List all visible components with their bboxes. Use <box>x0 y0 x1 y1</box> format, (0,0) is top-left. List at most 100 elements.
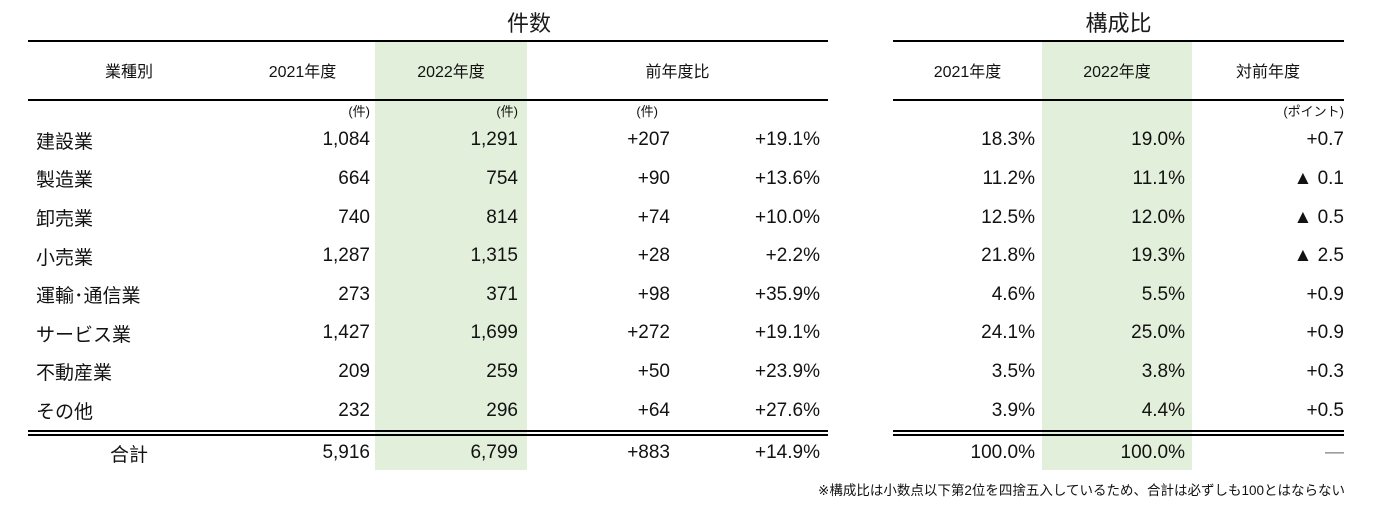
col-header-vs-prev: 対前年度 <box>1235 63 1300 81</box>
col-header-2022-kensu: 2022年度 <box>417 63 485 81</box>
share-diff-points: +0.9 <box>1306 322 1344 344</box>
value-yoy-pct: +23.9% <box>755 360 820 382</box>
value-yoy-pct: +2.2% <box>765 245 820 267</box>
share-2021: 11.2% <box>982 167 1035 189</box>
kosei-header-row: 2021年度 2022年度 対前年度 <box>893 40 1344 99</box>
section-title-kensu: 件数 <box>506 11 551 36</box>
table-row: 3.9% 4.4% +0.5 <box>893 391 1344 430</box>
industry-label: 建設業 <box>36 131 94 153</box>
value-yoy-pct: +35.9% <box>755 283 820 305</box>
kensu-top-rule <box>28 40 828 42</box>
value-yoy-diff: +28 <box>637 245 670 267</box>
value-yoy-diff: +74 <box>637 206 670 228</box>
kosei-top-rule <box>893 40 1344 42</box>
value-yoy-pct: +13.6% <box>755 167 820 189</box>
total-yoy-diff: +883 <box>627 442 670 463</box>
value-2021: 1,084 <box>322 129 370 151</box>
kensu-table-body: 建設業 1,084 1,291 +207 +19.1% 製造業 664 754 … <box>28 121 828 430</box>
value-2022: 754 <box>486 167 518 189</box>
share-diff-points: +0.9 <box>1306 283 1344 305</box>
total-label: 合計 <box>109 444 148 466</box>
value-yoy-pct: +19.1% <box>755 129 820 151</box>
industry-label: 小売業 <box>36 247 94 269</box>
kosei-total-row: 100.0% 100.0% — <box>893 436 1344 470</box>
unit-label: (件) <box>636 104 658 119</box>
unit-label: (件) <box>496 104 518 119</box>
total-share-2022: 100.0% <box>1120 442 1185 463</box>
unit-label: (ポイント) <box>1283 104 1344 119</box>
value-2021: 1,427 <box>322 322 370 344</box>
share-2022: 5.5% <box>1141 283 1185 305</box>
table-row: 18.3% 19.0% +0.7 <box>893 121 1344 160</box>
highlight-2022-column-kensu <box>375 41 527 470</box>
table-row: 小売業 1,287 1,315 +28 +2.2% <box>28 237 828 276</box>
value-yoy-diff: +207 <box>627 129 670 151</box>
share-2021: 4.6% <box>991 283 1035 305</box>
col-header-yoy: 前年度比 <box>645 63 710 81</box>
total-yoy-pct: +14.9% <box>755 442 820 463</box>
value-2022: 1,699 <box>470 322 518 344</box>
table-row: その他 232 296 +64 +27.6% <box>28 391 828 430</box>
col-header-2021-kosei: 2021年度 <box>933 63 1002 81</box>
table-row: 12.5% 12.0% ▲ 0.5 <box>893 198 1344 237</box>
kosei-header-rule <box>893 99 1344 101</box>
table-row: 24.1% 25.0% +0.9 <box>893 314 1344 353</box>
kosei-total-double-rule <box>893 430 1344 436</box>
share-2022: 25.0% <box>1131 322 1185 344</box>
value-2021: 273 <box>338 283 370 305</box>
value-yoy-diff: +50 <box>637 360 670 382</box>
total-2022: 6,799 <box>470 442 518 463</box>
total-share-diff-dash: — <box>1325 442 1344 463</box>
industry-label: サービス業 <box>36 324 132 346</box>
kensu-header-row: 業種別 2021年度 2022年度 前年度比 <box>28 40 828 99</box>
value-2021: 232 <box>338 399 370 421</box>
industry-label: 不動産業 <box>36 363 113 385</box>
kensu-header-rule <box>28 99 828 101</box>
value-2021: 209 <box>338 360 370 382</box>
value-yoy-diff: +90 <box>637 167 670 189</box>
value-yoy-pct: +27.6% <box>755 399 820 421</box>
share-2021: 24.1% <box>981 322 1035 344</box>
table-row: 4.6% 5.5% +0.9 <box>893 275 1344 314</box>
share-diff-points: ▲ 0.1 <box>1293 167 1345 189</box>
share-2022: 19.0% <box>1131 129 1185 151</box>
value-2022: 296 <box>486 399 518 421</box>
table-row: 運輸･通信業 273 371 +98 +35.9% <box>28 275 828 314</box>
total-share-2021: 100.0% <box>970 442 1035 463</box>
industry-label: その他 <box>36 402 94 424</box>
value-2022: 371 <box>486 283 518 305</box>
share-diff-points: +0.3 <box>1306 360 1344 382</box>
table-row: 不動産業 209 259 +50 +23.9% <box>28 353 828 392</box>
highlight-2022-column-kosei <box>1042 41 1192 470</box>
table-row: 3.5% 3.8% +0.3 <box>893 353 1344 392</box>
footnote: ※構成比は小数点以下第2位を四捨五入しているため、合計は必ずしも100とはならな… <box>818 483 1345 498</box>
table-row: 製造業 664 754 +90 +13.6% <box>28 160 828 199</box>
value-yoy-diff: +98 <box>637 283 670 305</box>
value-yoy-pct: +10.0% <box>755 206 820 228</box>
share-diff-points: +0.5 <box>1306 399 1344 421</box>
value-2022: 259 <box>486 360 518 382</box>
share-diff-points: +0.7 <box>1306 129 1344 151</box>
value-2022: 1,315 <box>470 245 518 267</box>
share-2022: 4.4% <box>1141 399 1185 421</box>
unit-label: (件) <box>348 104 370 119</box>
share-2021: 21.8% <box>981 245 1035 267</box>
col-header-2021-kensu: 2021年度 <box>268 63 337 81</box>
share-2022: 19.3% <box>1131 245 1185 267</box>
table-row: 卸売業 740 814 +74 +10.0% <box>28 198 828 237</box>
value-2021: 1,287 <box>322 245 370 267</box>
value-yoy-pct: +19.1% <box>755 322 820 344</box>
section-title-kosei: 構成比 <box>1085 11 1152 36</box>
value-yoy-diff: +272 <box>627 322 670 344</box>
share-2021: 3.5% <box>991 360 1035 382</box>
table-row: 11.2% 11.1% ▲ 0.1 <box>893 160 1344 199</box>
value-2021: 664 <box>338 167 370 189</box>
value-2022: 814 <box>486 206 518 228</box>
kensu-total-double-rule <box>28 430 828 436</box>
share-2021: 18.3% <box>981 129 1035 151</box>
industry-label: 卸売業 <box>36 209 94 231</box>
share-2022: 12.0% <box>1131 206 1185 228</box>
total-2021: 5,916 <box>322 442 370 463</box>
share-2022: 3.8% <box>1141 360 1185 382</box>
kosei-table-body: 18.3% 19.0% +0.7 11.2% 11.1% ▲ 0.1 12.5%… <box>893 121 1344 430</box>
